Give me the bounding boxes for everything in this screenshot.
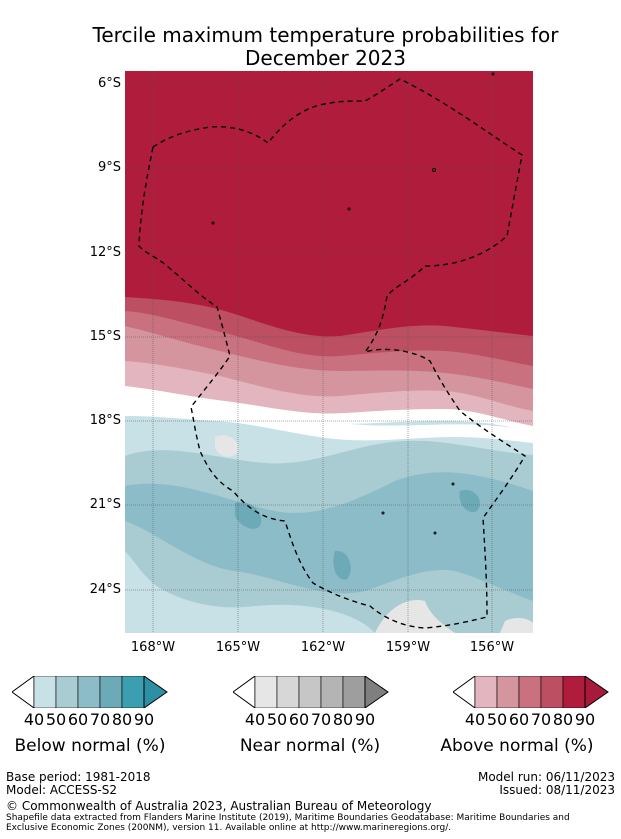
lat-label-12s: 12°S: [89, 245, 121, 260]
below-tick-40: 40: [23, 710, 45, 729]
near-tick-80: 80: [332, 710, 354, 729]
lat-label-15s: 15°S: [89, 329, 121, 344]
model-text: Model: ACCESS-S2: [6, 783, 118, 797]
above-tick-80: 80: [552, 710, 574, 729]
model-run-text: Model run: 06/11/2023: [477, 770, 615, 784]
base-period-text: Base period: 1981-2018: [6, 770, 151, 784]
lat-label-24s: 24°S: [89, 582, 121, 597]
above-normal-colorbar: [453, 676, 609, 708]
below-tick-50: 50: [45, 710, 67, 729]
below-70-band: [125, 472, 533, 601]
below-normal-colorbar: [12, 676, 168, 708]
near-50-patch: [375, 600, 455, 633]
lat-label-18s: 18°S: [89, 413, 121, 428]
near-tick-70: 70: [310, 710, 332, 729]
lon-label-168w: 168°W: [130, 640, 176, 655]
island-outlines: [211, 72, 495, 535]
below-tick-60: 60: [67, 710, 89, 729]
below-tick-70: 70: [89, 710, 111, 729]
above-tick-50: 50: [486, 710, 508, 729]
above-normal-title: Above normal (%): [440, 736, 594, 756]
map-title-line2: December 2023: [245, 46, 406, 70]
near-normal-title: Near normal (%): [239, 736, 381, 756]
copyright-text: © Commonwealth of Australia 2023, Austra…: [6, 799, 432, 813]
probability-map: [125, 71, 533, 633]
near-tick-40: 40: [244, 710, 266, 729]
above-tick-90: 90: [574, 710, 596, 729]
lon-label-162w: 162°W: [300, 640, 346, 655]
near-normal-colorbar: [233, 676, 389, 708]
lon-label-165w: 165°W: [215, 640, 261, 655]
lon-label-159w: 159°W: [385, 640, 431, 655]
near-50-patch-2: [500, 617, 533, 633]
issued-text: Issued: 08/11/2023: [499, 783, 615, 797]
shapefile-credit-line2: Exclusive Economic Zones (200NM), versio…: [6, 823, 452, 833]
near-tick-90: 90: [354, 710, 376, 729]
near-tick-50: 50: [266, 710, 288, 729]
above-tick-40: 40: [464, 710, 486, 729]
lat-label-9s: 9°S: [97, 160, 121, 175]
near-50-blob: [215, 435, 239, 457]
map-title-line1: Tercile maximum temperature probabilitie…: [92, 23, 559, 47]
near-tick-60: 60: [288, 710, 310, 729]
lat-label-6s: 6°S: [97, 76, 121, 91]
map-canvas: [125, 71, 533, 633]
normal-gap: [125, 386, 533, 443]
shapefile-credit-line1: Shapefile data extracted from Flanders M…: [6, 813, 570, 823]
below-tick-90: 90: [133, 710, 155, 729]
below-normal-title: Below normal (%): [14, 736, 166, 756]
above-90-band: [125, 71, 533, 337]
map-title: Tercile maximum temperature probabilitie…: [0, 24, 621, 70]
above-tick-60: 60: [508, 710, 530, 729]
above-tick-70: 70: [530, 710, 552, 729]
lon-label-156w: 156°W: [469, 640, 515, 655]
below-tick-80: 80: [111, 710, 133, 729]
lat-label-21s: 21°S: [89, 497, 121, 512]
